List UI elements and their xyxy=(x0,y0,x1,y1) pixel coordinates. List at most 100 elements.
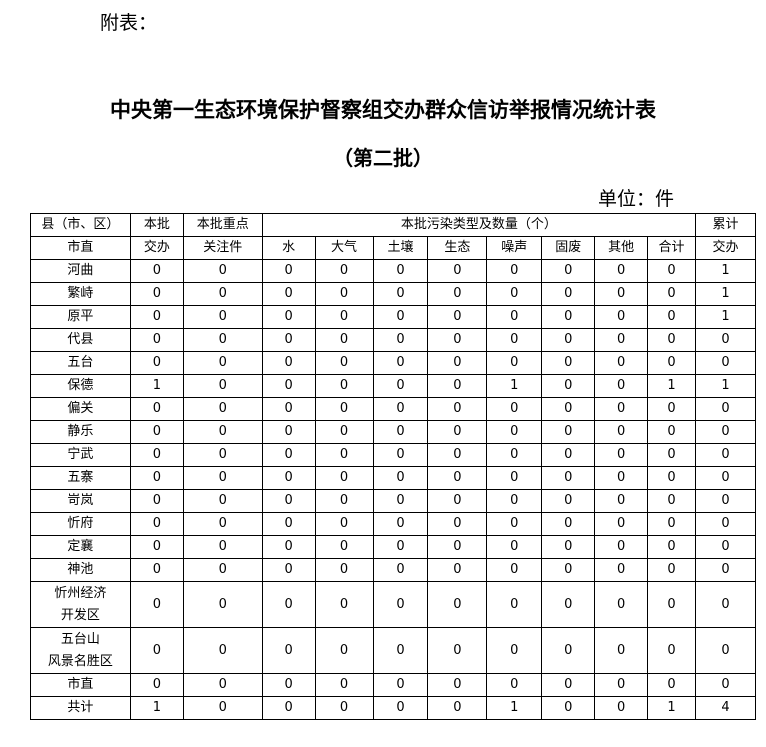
cell-value: 0 xyxy=(486,581,543,628)
row-name: 忻州经济 开发区 xyxy=(30,581,131,628)
cell-value: 0 xyxy=(372,328,429,352)
row-name-line: 忻州经济 xyxy=(54,585,107,601)
cell-value: 1 xyxy=(129,696,184,720)
row-name: 五台山 风景名胜区 xyxy=(30,627,131,674)
cell-value: 0 xyxy=(486,512,543,536)
cell-value: 0 xyxy=(427,489,488,513)
cell-value: 0 xyxy=(594,351,649,375)
cell-value: 0 xyxy=(261,489,316,513)
cell-value: 0 xyxy=(372,512,429,536)
cell-value: 0 xyxy=(541,420,596,444)
header-sub: 其他 xyxy=(594,236,649,260)
cell-value: 0 xyxy=(486,489,543,513)
cell-value: 0 xyxy=(261,535,316,559)
cell-value: 0 xyxy=(314,443,374,467)
cell-value: 0 xyxy=(486,627,543,674)
cell-value: 0 xyxy=(427,443,488,467)
table-row: 静乐 0 0 0 0 0 0 0 0 0 0 0 xyxy=(30,420,756,444)
cell-value: 0 xyxy=(647,466,697,490)
cell-value: 0 xyxy=(594,282,649,306)
cell-value: 0 xyxy=(314,558,374,582)
cell-value: 0 xyxy=(314,259,374,283)
cell-value: 0 xyxy=(182,397,263,421)
cell-value: 0 xyxy=(647,351,697,375)
row-name-line: 共计 xyxy=(67,700,94,715)
row-name-line: 繁峙 xyxy=(67,286,94,301)
cell-value: 0 xyxy=(314,512,374,536)
row-name-line: 宁武 xyxy=(67,447,94,462)
cell-value: 0 xyxy=(182,535,263,559)
cell-value: 0 xyxy=(486,466,543,490)
cell-value: 0 xyxy=(594,420,649,444)
header-key2: 关注件 xyxy=(182,236,263,260)
cell-value: 0 xyxy=(182,673,263,697)
row-name: 共计 xyxy=(30,696,131,720)
cell-value: 0 xyxy=(647,328,697,352)
cell-value: 0 xyxy=(647,259,697,283)
row-name-line: 风景名胜区 xyxy=(47,653,113,669)
cell-value: 0 xyxy=(427,627,488,674)
cell-value: 0 xyxy=(486,351,543,375)
row-name: 原平 xyxy=(30,305,131,329)
cell-value: 0 xyxy=(486,535,543,559)
cell-value: 0 xyxy=(261,259,316,283)
cell-value: 0 xyxy=(129,351,184,375)
cell-value: 0 xyxy=(541,259,596,283)
cell-value: 0 xyxy=(372,259,429,283)
cell-value: 0 xyxy=(314,305,374,329)
header-key: 本批重点 xyxy=(182,213,263,237)
cell-value: 0 xyxy=(647,581,697,628)
row-name-line: 代县 xyxy=(67,332,94,347)
cell-value: 0 xyxy=(594,397,649,421)
cell-value: 1 xyxy=(695,305,756,329)
cell-value: 0 xyxy=(594,489,649,513)
cell-value: 1 xyxy=(129,374,184,398)
cell-value: 0 xyxy=(695,443,756,467)
cell-value: 0 xyxy=(372,351,429,375)
table-row: 河曲 0 0 0 0 0 0 0 0 0 0 1 xyxy=(30,259,756,283)
table-row: 五寨 0 0 0 0 0 0 0 0 0 0 0 xyxy=(30,466,756,490)
cell-value: 0 xyxy=(314,696,374,720)
header-sub: 噪声 xyxy=(486,236,543,260)
cell-value: 0 xyxy=(129,673,184,697)
table-row: 保德 1 0 0 0 0 0 1 0 0 1 1 xyxy=(30,374,756,398)
cell-value: 0 xyxy=(695,535,756,559)
cell-value: 0 xyxy=(594,696,649,720)
cell-value: 0 xyxy=(261,420,316,444)
cell-value: 0 xyxy=(695,397,756,421)
cell-value: 0 xyxy=(594,466,649,490)
cell-value: 0 xyxy=(647,535,697,559)
cell-value: 0 xyxy=(427,259,488,283)
cell-value: 0 xyxy=(486,443,543,467)
row-name: 偏关 xyxy=(30,397,131,421)
cell-value: 0 xyxy=(314,397,374,421)
table-row: 忻府 0 0 0 0 0 0 0 0 0 0 0 xyxy=(30,512,756,536)
attachment-label: 附表： xyxy=(100,12,158,34)
cell-value: 0 xyxy=(647,397,697,421)
cell-value: 0 xyxy=(427,581,488,628)
table-row: 忻州经济 开发区 0 0 0 0 0 0 0 0 0 0 0 xyxy=(30,581,756,628)
cell-value: 0 xyxy=(541,374,596,398)
cell-value: 0 xyxy=(182,558,263,582)
row-name: 五寨 xyxy=(30,466,131,490)
cell-value: 0 xyxy=(314,328,374,352)
row-name: 忻府 xyxy=(30,512,131,536)
row-name-line: 忻府 xyxy=(67,516,94,531)
cell-value: 0 xyxy=(314,627,374,674)
cell-value: 0 xyxy=(594,627,649,674)
cell-value: 0 xyxy=(647,558,697,582)
cell-value: 0 xyxy=(372,558,429,582)
cell-value: 0 xyxy=(594,305,649,329)
header-cum2: 交办 xyxy=(695,236,756,260)
cell-value: 0 xyxy=(182,282,263,306)
cell-value: 0 xyxy=(647,627,697,674)
cell-value: 0 xyxy=(129,512,184,536)
table-row: 岢岚 0 0 0 0 0 0 0 0 0 0 0 xyxy=(30,489,756,513)
cell-value: 0 xyxy=(182,581,263,628)
cell-value: 0 xyxy=(541,351,596,375)
cell-value: 0 xyxy=(129,259,184,283)
cell-value: 0 xyxy=(647,512,697,536)
row-name-line: 偏关 xyxy=(67,401,94,416)
cell-value: 0 xyxy=(372,397,429,421)
cell-value: 0 xyxy=(594,581,649,628)
